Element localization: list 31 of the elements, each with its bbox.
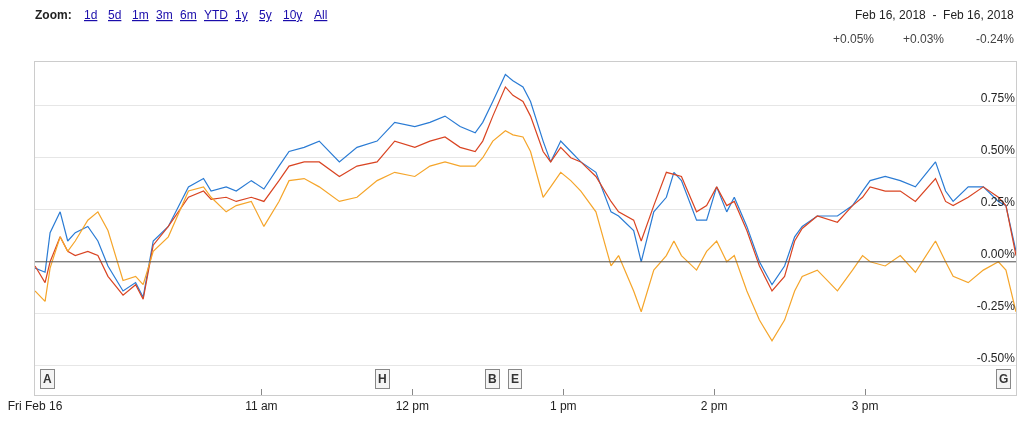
text: YTD <box>204 8 229 22</box>
text: 10y <box>283 8 303 22</box>
y-tick-label: -0.25% <box>976 298 1016 313</box>
annotation: G <box>999 372 1009 386</box>
annotation: E <box>511 372 520 386</box>
y-tick-label: 0.75% <box>980 90 1016 105</box>
text: -0.24% <box>976 32 1015 46</box>
x-tick-label: 3 pm <box>851 399 879 414</box>
y-tick-label: -0.50% <box>976 350 1016 365</box>
y-tick-label: 0.50% <box>980 142 1016 157</box>
x-tick-label: 12 pm <box>395 399 429 414</box>
text: Feb 16, 2018 - Feb 16, 2018 <box>855 8 1015 22</box>
text: +0.05% <box>833 32 875 46</box>
text: 5y <box>259 8 272 22</box>
text: 5d <box>108 8 122 22</box>
text: 6m <box>180 8 197 22</box>
x-tick-label: Fri Feb 16 <box>7 399 63 414</box>
x-tick-label: 11 am <box>245 399 278 414</box>
text: 3m <box>156 8 173 22</box>
text: All <box>314 8 328 22</box>
y-tick-label: 0.00% <box>980 246 1016 261</box>
annotation: A <box>43 372 52 386</box>
annotation: B <box>488 372 497 386</box>
text: 1m <box>132 8 149 22</box>
text: 1y <box>235 8 248 22</box>
annotation: H <box>378 372 387 386</box>
x-tick-label: 2 pm <box>700 399 728 414</box>
x-tick-label: 1 pm <box>549 399 577 414</box>
text: +0.03% <box>903 32 945 46</box>
text: 1d <box>84 8 98 22</box>
text: Zoom: <box>35 8 72 22</box>
